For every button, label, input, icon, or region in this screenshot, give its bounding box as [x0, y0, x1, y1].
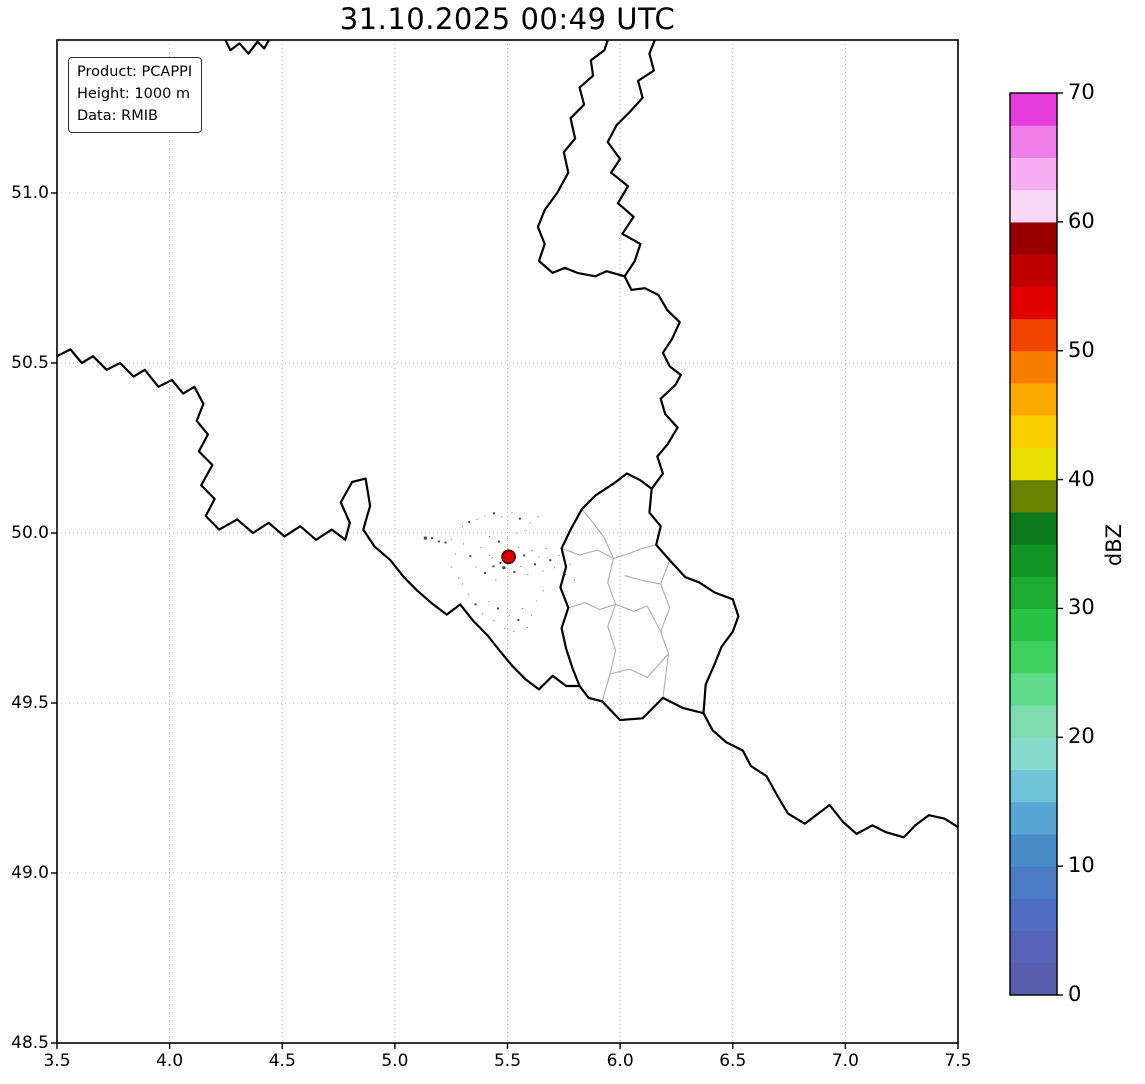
gridlines	[57, 40, 958, 1043]
y-tick-label: 49.0	[11, 863, 49, 883]
colorbar-tick-label: 60	[1068, 208, 1095, 233]
x-tick-label: 4.5	[268, 1051, 296, 1071]
colorbar-frame	[1009, 92, 1058, 996]
radar-site-marker	[501, 549, 517, 565]
product-label: Product: PCAPPI	[77, 64, 193, 80]
y-tick-label: 48.5	[11, 1033, 49, 1053]
colorbar-tick-label: 20	[1068, 724, 1095, 749]
colorbar-tick-label: 30	[1068, 595, 1095, 620]
colorbar-tick-label: 10	[1068, 853, 1095, 878]
product-info-box: Product: PCAPPI Height: 1000 m Data: RMI…	[68, 57, 203, 134]
colorbar-axis-label: dBZ	[1102, 523, 1126, 567]
admin-borders	[561, 508, 671, 702]
plot-title: 31.10.2025 00:49 UTC	[339, 2, 676, 36]
colorbar-gradient	[1010, 93, 1057, 996]
data-source-label: Data: RMIB	[77, 107, 158, 124]
y-tick-label: 50.5	[11, 353, 49, 373]
axis-ticks	[51, 192, 959, 1049]
x-tick-label: 5.0	[381, 1051, 409, 1071]
colorbar-tick-label: 0	[1068, 982, 1082, 1006]
x-tick-label: 7.5	[944, 1051, 972, 1071]
country-borders	[57, 40, 958, 839]
colorbar-tick-label: 40	[1068, 466, 1095, 491]
y-tick-label: 49.5	[11, 693, 49, 713]
x-tick-label: 6.0	[606, 1051, 634, 1071]
x-tick-label: 7.0	[831, 1051, 859, 1071]
radar-echoes	[423, 512, 576, 633]
colorbar-tick-label: 70	[1068, 80, 1095, 104]
y-tick-label: 50.0	[11, 523, 49, 543]
y-tick-label: 51.0	[11, 183, 49, 203]
x-tick-label: 3.5	[43, 1051, 71, 1071]
map-layer	[57, 40, 958, 1043]
x-tick-label: 5.5	[493, 1051, 522, 1071]
colorbar-ticks	[1057, 92, 1063, 996]
x-tick-label: 6.5	[719, 1051, 747, 1071]
x-tick-label: 4.0	[156, 1051, 184, 1071]
colorbar-tick-label: 50	[1068, 337, 1095, 362]
height-label: Height: 1000 m	[77, 85, 191, 102]
